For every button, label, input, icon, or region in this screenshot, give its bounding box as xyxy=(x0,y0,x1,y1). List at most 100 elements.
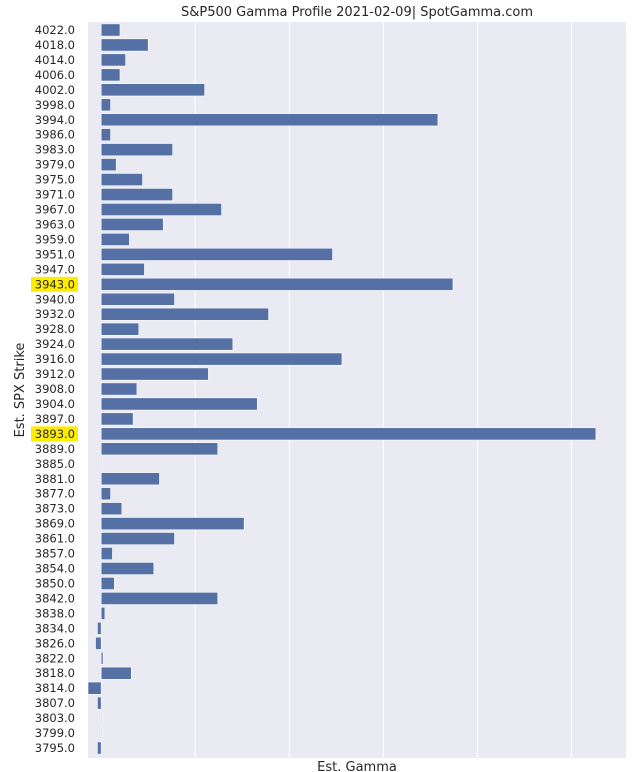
y-tick-label: 3986.0 xyxy=(35,128,75,142)
tick-highlight xyxy=(31,276,78,292)
bars xyxy=(87,23,597,755)
bar xyxy=(100,262,145,276)
y-tick-label: 3893.0 xyxy=(35,427,75,441)
y-tick-labels: 4022.04018.04014.04006.04002.03998.03994… xyxy=(35,23,75,755)
bar xyxy=(100,472,160,486)
y-tick-label: 3814.0 xyxy=(35,681,75,695)
y-tick-label: 3947.0 xyxy=(35,262,75,276)
y-tick-label: 3807.0 xyxy=(35,696,75,710)
bar xyxy=(100,397,258,411)
y-tick-label: 4018.0 xyxy=(35,38,75,52)
bar xyxy=(100,23,121,37)
y-tick-label: 3826.0 xyxy=(35,636,75,650)
plot-area xyxy=(88,22,626,758)
y-tick-label: 4022.0 xyxy=(35,23,75,37)
bar xyxy=(100,128,111,142)
y-tick-label: 3943.0 xyxy=(35,277,75,291)
y-tick-label: 3940.0 xyxy=(35,292,75,306)
chart-title: S&P500 Gamma Profile 2021-02-09| SpotGam… xyxy=(181,5,533,20)
y-tick-label: 3873.0 xyxy=(35,502,75,516)
bar xyxy=(100,218,164,231)
bar xyxy=(100,412,134,426)
y-tick-label: 3928.0 xyxy=(35,322,75,336)
bar xyxy=(100,547,113,560)
x-axis-label: Est. Gamma xyxy=(317,760,397,772)
y-tick-label: 3869.0 xyxy=(35,517,75,531)
y-tick-label: 4006.0 xyxy=(35,68,75,82)
y-tick-label: 3850.0 xyxy=(35,576,75,590)
y-tick-label: 3822.0 xyxy=(35,651,75,665)
bar xyxy=(100,143,173,157)
bar xyxy=(97,621,102,635)
y-tick-label: 3983.0 xyxy=(35,143,75,157)
y-tick-label: 3842.0 xyxy=(35,591,75,605)
bar xyxy=(100,606,106,620)
bar xyxy=(100,457,103,471)
bar xyxy=(100,68,121,82)
highlight-boxes xyxy=(31,276,78,442)
bar xyxy=(100,726,103,740)
bar xyxy=(100,247,333,261)
bar xyxy=(100,442,219,456)
bar xyxy=(100,322,140,336)
bar xyxy=(100,98,111,112)
y-tick-label: 3803.0 xyxy=(35,711,75,725)
bar xyxy=(100,83,205,97)
y-tick-label: 3904.0 xyxy=(35,397,75,411)
bar xyxy=(100,337,234,351)
y-tick-label: 3979.0 xyxy=(35,158,75,172)
y-tick-label: 3951.0 xyxy=(35,247,75,261)
bar xyxy=(100,666,132,680)
y-tick-label: 3998.0 xyxy=(35,98,75,112)
bar xyxy=(100,591,219,605)
y-tick-label: 3924.0 xyxy=(35,337,75,351)
y-tick-label: 3799.0 xyxy=(35,726,75,740)
y-tick-label: 3861.0 xyxy=(35,532,75,546)
y-tick-label: 3932.0 xyxy=(35,307,75,321)
y-tick-label: 3897.0 xyxy=(35,412,75,426)
bar xyxy=(100,38,149,52)
bar xyxy=(100,427,597,441)
y-tick-label: 3881.0 xyxy=(35,472,75,486)
y-tick-label: 3912.0 xyxy=(35,367,75,381)
bar xyxy=(100,158,117,172)
y-tick-label: 3834.0 xyxy=(35,621,75,635)
y-tick-label: 3795.0 xyxy=(35,741,75,755)
y-tick-label: 3854.0 xyxy=(35,562,75,576)
y-tick-label: 4014.0 xyxy=(35,53,75,67)
bar xyxy=(100,382,138,396)
bar xyxy=(100,203,222,216)
y-tick-label: 3908.0 xyxy=(35,382,75,396)
bar xyxy=(87,681,102,695)
bar xyxy=(100,562,155,575)
y-tick-label: 3959.0 xyxy=(35,232,75,246)
y-tick-label: 3971.0 xyxy=(35,188,75,202)
y-tick-label: 3916.0 xyxy=(35,352,75,366)
y-tick-label: 3818.0 xyxy=(35,666,75,680)
bar xyxy=(100,367,209,381)
bar xyxy=(100,651,104,665)
y-tick-label: 3877.0 xyxy=(35,487,75,501)
bar xyxy=(100,307,269,321)
bar xyxy=(100,53,126,67)
bar xyxy=(97,696,102,710)
y-tick-label: 3889.0 xyxy=(35,442,75,456)
grid-lines xyxy=(194,22,572,758)
y-tick-label: 3838.0 xyxy=(35,606,75,620)
y-tick-label: 3975.0 xyxy=(35,173,75,187)
y-tick-label: 3967.0 xyxy=(35,203,75,217)
y-tick-label: 3885.0 xyxy=(35,457,75,471)
y-tick-label: 4002.0 xyxy=(35,83,75,97)
bar xyxy=(97,741,102,755)
bar xyxy=(100,487,111,501)
tick-highlight xyxy=(31,426,78,442)
bar xyxy=(100,277,454,291)
bar xyxy=(100,173,143,187)
bar xyxy=(100,532,175,546)
y-tick-label: 3963.0 xyxy=(35,217,75,231)
y-axis-label: Est. SPX Strike xyxy=(13,343,28,438)
bar xyxy=(100,352,343,366)
bar xyxy=(100,517,245,531)
bar xyxy=(100,711,103,725)
